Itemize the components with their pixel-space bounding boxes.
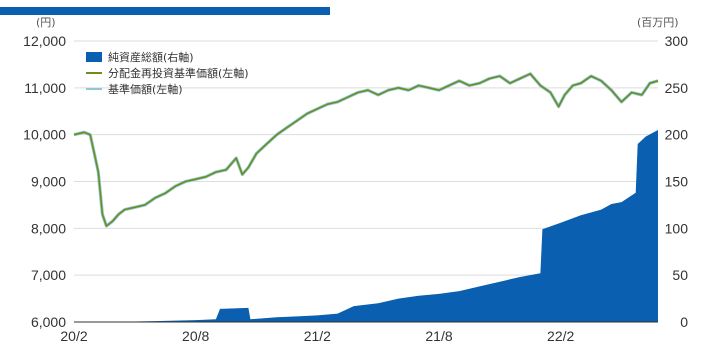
net-assets-area (74, 130, 658, 322)
legend-label: 基準価額(左軸) (108, 82, 183, 96)
net-assets-area-group (74, 130, 658, 322)
x-tick-label: 21/2 (304, 328, 331, 344)
legend-swatch-net-assets (86, 52, 102, 62)
base-price-line (73, 72, 659, 228)
y-right-tick-label: 50 (672, 267, 688, 283)
legend-label: 純資産総額(右軸) (108, 50, 194, 64)
left-unit-label: (円) (36, 16, 56, 29)
legend-label: 分配金再投資基準価額(左軸) (108, 66, 249, 80)
y-right-tick-label: 200 (665, 127, 689, 143)
axes: 6,000 7,000 8,000 9,000 10,000 11,000 12,000 0 5… (23, 16, 688, 344)
x-tick-label: 21/8 (425, 328, 452, 344)
title-strip-graphic (0, 7, 330, 15)
y-right-tick-label: 100 (665, 220, 689, 236)
legend: 純資産総額(右軸) 分配金再投資基準価額(左軸) 基準価額(左軸) (86, 50, 249, 96)
y-right-tick-label: 250 (665, 80, 689, 96)
x-tick-label: 20/2 (60, 328, 87, 344)
y-right-tick-label: 150 (665, 174, 689, 190)
y-right-tick-label: 300 (665, 33, 689, 49)
reinvested-nav-line (73, 73, 659, 227)
y-left-tick-label: 11,000 (24, 80, 66, 96)
y-left-tick-label: 6,000 (31, 314, 66, 330)
x-tick-label: 22/2 (547, 328, 574, 344)
title-strip-decoration (0, 0, 330, 15)
y-left-tick-label: 7,000 (31, 267, 66, 283)
nav-line-group (73, 72, 659, 228)
y-right-tick-label: 0 (680, 314, 688, 330)
y-left-tick-label: 8,000 (31, 220, 66, 236)
y-left-tick-label: 12,000 (23, 33, 66, 49)
x-tick-label: 20/8 (182, 328, 209, 344)
right-unit-label: (百万円) (637, 16, 679, 29)
y-left-tick-label: 9,000 (31, 174, 66, 190)
y-left-tick-label: 10,000 (23, 127, 66, 143)
